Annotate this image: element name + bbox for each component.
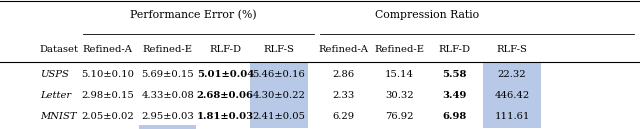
- Text: 2.86: 2.86: [332, 70, 354, 79]
- Bar: [139, 125, 196, 129]
- Text: RLF-D: RLF-D: [209, 45, 241, 54]
- Text: 76.92: 76.92: [385, 112, 413, 121]
- Text: 5.10±0.10: 5.10±0.10: [81, 70, 134, 79]
- Text: 2.98±0.15: 2.98±0.15: [81, 91, 134, 100]
- Text: 5.46±0.16: 5.46±0.16: [253, 70, 305, 79]
- Text: MNIST: MNIST: [40, 112, 76, 121]
- Text: 6.29: 6.29: [332, 112, 354, 121]
- Bar: [250, 104, 308, 128]
- Bar: [483, 84, 541, 107]
- Text: 3.49: 3.49: [442, 91, 467, 100]
- Text: 30.32: 30.32: [385, 91, 413, 100]
- Text: 5.01±0.04: 5.01±0.04: [196, 70, 254, 79]
- Text: 4.33±0.08: 4.33±0.08: [141, 91, 194, 100]
- Text: 446.42: 446.42: [494, 91, 530, 100]
- Text: 1.81±0.03: 1.81±0.03: [196, 112, 254, 121]
- Text: Letter: Letter: [40, 91, 71, 100]
- Text: Refined-E: Refined-E: [143, 45, 193, 54]
- Bar: [483, 104, 541, 128]
- Text: 111.61: 111.61: [494, 112, 530, 121]
- Text: 22.32: 22.32: [498, 70, 526, 79]
- Text: 2.33: 2.33: [332, 91, 354, 100]
- Text: RLF-D: RLF-D: [438, 45, 470, 54]
- Text: Refined-A: Refined-A: [318, 45, 368, 54]
- Bar: [483, 63, 541, 87]
- Text: RLF-S: RLF-S: [264, 45, 294, 54]
- Text: Refined-E: Refined-E: [374, 45, 424, 54]
- Text: 5.69±0.15: 5.69±0.15: [141, 70, 194, 79]
- Bar: [250, 63, 308, 87]
- Bar: [250, 84, 308, 107]
- Text: RLF-S: RLF-S: [497, 45, 527, 54]
- Text: 2.41±0.05: 2.41±0.05: [253, 112, 305, 121]
- Text: Refined-A: Refined-A: [83, 45, 132, 54]
- Text: Performance Error (%): Performance Error (%): [130, 10, 257, 21]
- Text: USPS: USPS: [40, 70, 68, 79]
- Text: 15.14: 15.14: [385, 70, 414, 79]
- Text: 4.30±0.22: 4.30±0.22: [253, 91, 305, 100]
- Text: 2.95±0.03: 2.95±0.03: [141, 112, 194, 121]
- Text: 2.05±0.02: 2.05±0.02: [81, 112, 134, 121]
- Text: 5.58: 5.58: [442, 70, 467, 79]
- Text: Dataset: Dataset: [40, 45, 79, 54]
- Text: 6.98: 6.98: [442, 112, 467, 121]
- Text: 2.68±0.06: 2.68±0.06: [196, 91, 254, 100]
- Text: Compression Ratio: Compression Ratio: [376, 10, 479, 21]
